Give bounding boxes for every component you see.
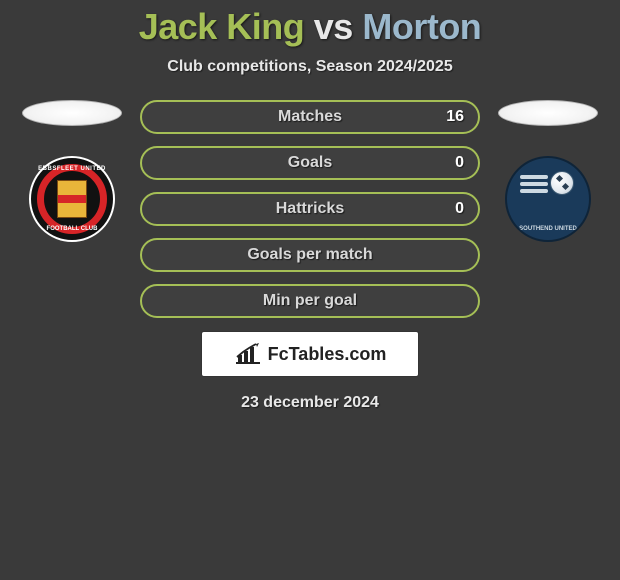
stat-value-right: 16 [446,108,464,126]
badge2-wave-icon [520,182,548,186]
badge2-wave-icon [520,189,548,193]
badge2-text: SOUTHEND UNITED [518,226,578,233]
player1-photo-placeholder [22,100,122,126]
page-title: Jack King vs Morton [139,6,482,48]
badge2-inner: SOUTHEND UNITED [518,169,578,229]
badge1-text-bot: FOOTBALL CLUB [31,226,113,232]
bar-chart-icon [234,343,262,365]
stat-label: Goals [288,154,332,172]
stat-label: Matches [278,108,342,126]
stat-row: Hattricks 0 [140,192,480,226]
stat-label: Min per goal [263,292,357,310]
title-player1: Jack King [139,6,305,47]
stat-row: Goals 0 [140,146,480,180]
date-text: 23 december 2024 [241,394,379,412]
left-column: EBBSFLEET UNITED FOOTBALL CLUB [22,100,122,242]
player2-photo-placeholder [498,100,598,126]
title-vs: vs [314,6,353,47]
right-column: SOUTHEND UNITED [498,100,598,242]
stat-label: Hattricks [276,200,344,218]
badge1-ring [37,164,107,234]
badge1-shield [57,180,87,218]
comparison-card: Jack King vs Morton Club competitions, S… [0,0,620,412]
badge1-text-top: EBBSFLEET UNITED [31,166,113,172]
stat-row: Min per goal [140,284,480,318]
badge2-ball-icon [550,171,574,195]
stat-value-right: 0 [455,200,464,218]
fctables-branding: FcTables.com [202,332,418,376]
stats-column: Matches 16 Goals 0 Hattricks 0 Goals per match… [140,100,480,318]
stat-label: Goals per match [247,246,372,264]
stat-row: Matches 16 [140,100,480,134]
southend-united-badge: SOUTHEND UNITED [505,156,591,242]
badge2-wave-icon [520,175,548,179]
title-player2: Morton [362,6,481,47]
main-row: EBBSFLEET UNITED FOOTBALL CLUB Matches 16… [0,100,620,318]
ebbsfleet-united-badge: EBBSFLEET UNITED FOOTBALL CLUB [29,156,115,242]
stat-row: Goals per match [140,238,480,272]
fctables-label: FcTables.com [268,344,387,365]
stat-value-right: 0 [455,154,464,172]
subtitle: Club competitions, Season 2024/2025 [167,58,452,76]
badge1-stripe [58,195,86,203]
